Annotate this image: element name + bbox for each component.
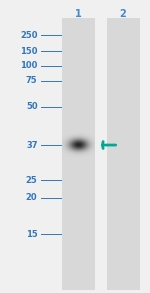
Text: 15: 15 [26,230,38,239]
Text: 2: 2 [120,9,126,19]
Text: 1: 1 [75,9,81,19]
Text: 20: 20 [26,193,38,202]
Text: 50: 50 [26,103,38,111]
Text: 37: 37 [26,141,38,149]
Text: 75: 75 [26,76,38,85]
Bar [61,18,94,290]
Bar [106,18,140,290]
Text: 150: 150 [20,47,38,56]
Text: 250: 250 [20,31,38,40]
Text: 25: 25 [26,176,38,185]
Text: 100: 100 [20,62,38,70]
